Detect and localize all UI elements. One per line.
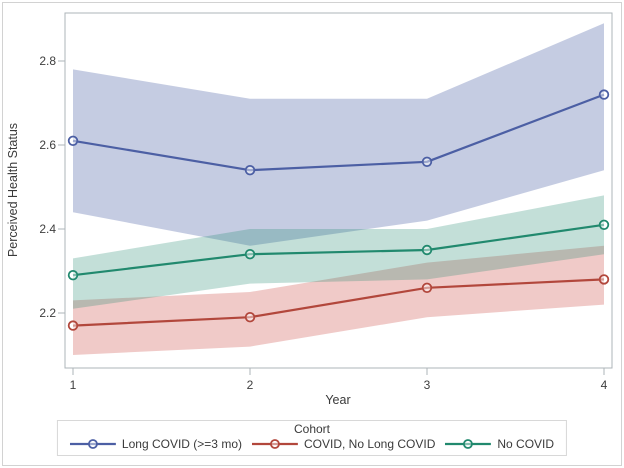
series-line-3 [72, 223, 605, 277]
axis-ticks: 2.2 2.4 2.6 2.8 1 2 3 4 [39, 54, 607, 392]
data-point-markers [67, 89, 610, 331]
data-point-marker [598, 219, 610, 231]
data-point-marker [67, 320, 79, 331]
confidence-band-series-2 [73, 245, 604, 355]
y-axis-label: Perceived Health Status [6, 123, 20, 257]
x-axis-label: Year [325, 393, 350, 407]
x-tick-label: 3 [424, 378, 431, 392]
x-tick-label: 2 [247, 378, 254, 392]
data-point-marker [67, 135, 79, 147]
confidence-band-series-1 [73, 23, 604, 246]
data-point-marker [598, 89, 610, 100]
legend-item-label: COVID, No Long COVID [303, 437, 436, 451]
legend-swatch-icon [69, 439, 116, 449]
x-tick-label: 1 [70, 378, 77, 392]
confidence-bands [73, 23, 604, 355]
x-tick-label: 4 [601, 378, 608, 392]
legend-item-3: No COVID [445, 437, 554, 451]
legend-item-2: COVID, No Long COVID [251, 437, 436, 451]
legend-swatch-icon [251, 439, 298, 449]
data-point-marker [421, 156, 433, 168]
y-tick-label: 2.8 [39, 54, 56, 68]
data-point-marker [598, 274, 610, 285]
series-line-2 [72, 278, 605, 327]
data-point-marker [244, 164, 256, 176]
legend-swatch-icon [445, 439, 492, 449]
series-line-1 [72, 93, 605, 172]
data-point-marker [421, 244, 433, 256]
y-tick-label: 2.4 [39, 222, 56, 236]
legend-item-label: No COVID [497, 437, 555, 451]
data-point-marker [244, 312, 256, 323]
series-lines [72, 93, 605, 327]
data-point-marker [67, 270, 79, 281]
y-tick-label: 2.2 [39, 306, 56, 320]
y-tick-label: 2.6 [39, 138, 56, 152]
legend-title: Cohort [293, 422, 331, 436]
data-point-marker [244, 248, 256, 260]
legend-row: Long COVID (>=3 mo) COVID, No Long COVID N… [69, 437, 554, 451]
legend: Cohort Long COVID (>=3 mo) COVID, No Long… [56, 420, 568, 456]
plot-frame [64, 12, 613, 369]
data-point-marker [421, 282, 433, 294]
legend-item-1: Long COVID (>=3 mo) [69, 437, 242, 451]
legend-item-label: Long COVID (>=3 mo) [121, 437, 242, 451]
